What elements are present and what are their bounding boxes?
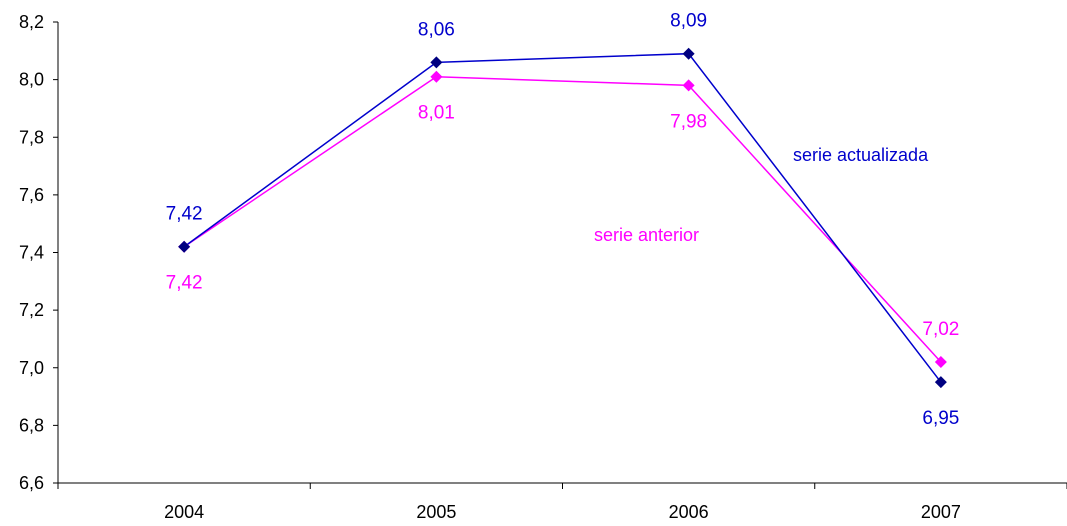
x-tick-label: 2006 — [669, 502, 709, 522]
data-label-series-1: 8,01 — [418, 103, 455, 124]
y-tick-label: 7,8 — [19, 127, 44, 147]
x-tick-label: 2004 — [164, 502, 204, 522]
series-0-marker — [934, 376, 947, 389]
data-label-series-0: 7,42 — [166, 204, 203, 225]
data-label-series-1: 7,98 — [670, 111, 707, 132]
y-tick-label: 8,2 — [19, 12, 44, 32]
y-tick-label: 7,0 — [19, 358, 44, 378]
data-label-series-0: 8,06 — [418, 19, 455, 40]
series-line-1 — [183, 75, 942, 363]
x-tick-label: 2007 — [921, 502, 961, 522]
series-0-marker — [178, 240, 191, 253]
data-label-series-0: 8,09 — [670, 11, 707, 32]
y-tick-label: 7,2 — [19, 300, 44, 320]
series-1-marker — [682, 79, 695, 92]
y-tick-label: 8,0 — [19, 70, 44, 90]
series-1-marker — [430, 70, 443, 83]
data-label-series-1: 7,02 — [922, 319, 959, 340]
y-tick-label: 7,4 — [19, 243, 44, 263]
series-1-marker — [934, 355, 947, 368]
y-tick-label: 6,8 — [19, 415, 44, 435]
data-label-series-0: 6,95 — [922, 408, 959, 429]
y-tick-label: 6,6 — [19, 473, 44, 493]
y-tick-label: 7,6 — [19, 185, 44, 205]
series-label-serie-anterior: serie anterior — [594, 225, 699, 245]
x-ticks: 2004 2005 2006 2007 — [57, 483, 1067, 522]
x-tick-label: 2005 — [416, 502, 456, 522]
data-label-series-1: 7,42 — [166, 273, 203, 294]
data-labels: 7,42 7,42 8,06 8,01 8,09 7,98 6,95 7,02 — [166, 11, 960, 429]
series-0-marker — [682, 47, 695, 60]
series-0-marker — [430, 56, 443, 69]
y-ticks: 6,6 6,8 7,0 7,2 7,4 7,6 7,8 8,0 8,2 — [19, 12, 58, 493]
series-lines — [183, 52, 942, 383]
series-markers — [178, 47, 947, 389]
series-label-serie-actualizada: serie actualizada — [793, 145, 929, 165]
series-line-0 — [183, 52, 942, 383]
